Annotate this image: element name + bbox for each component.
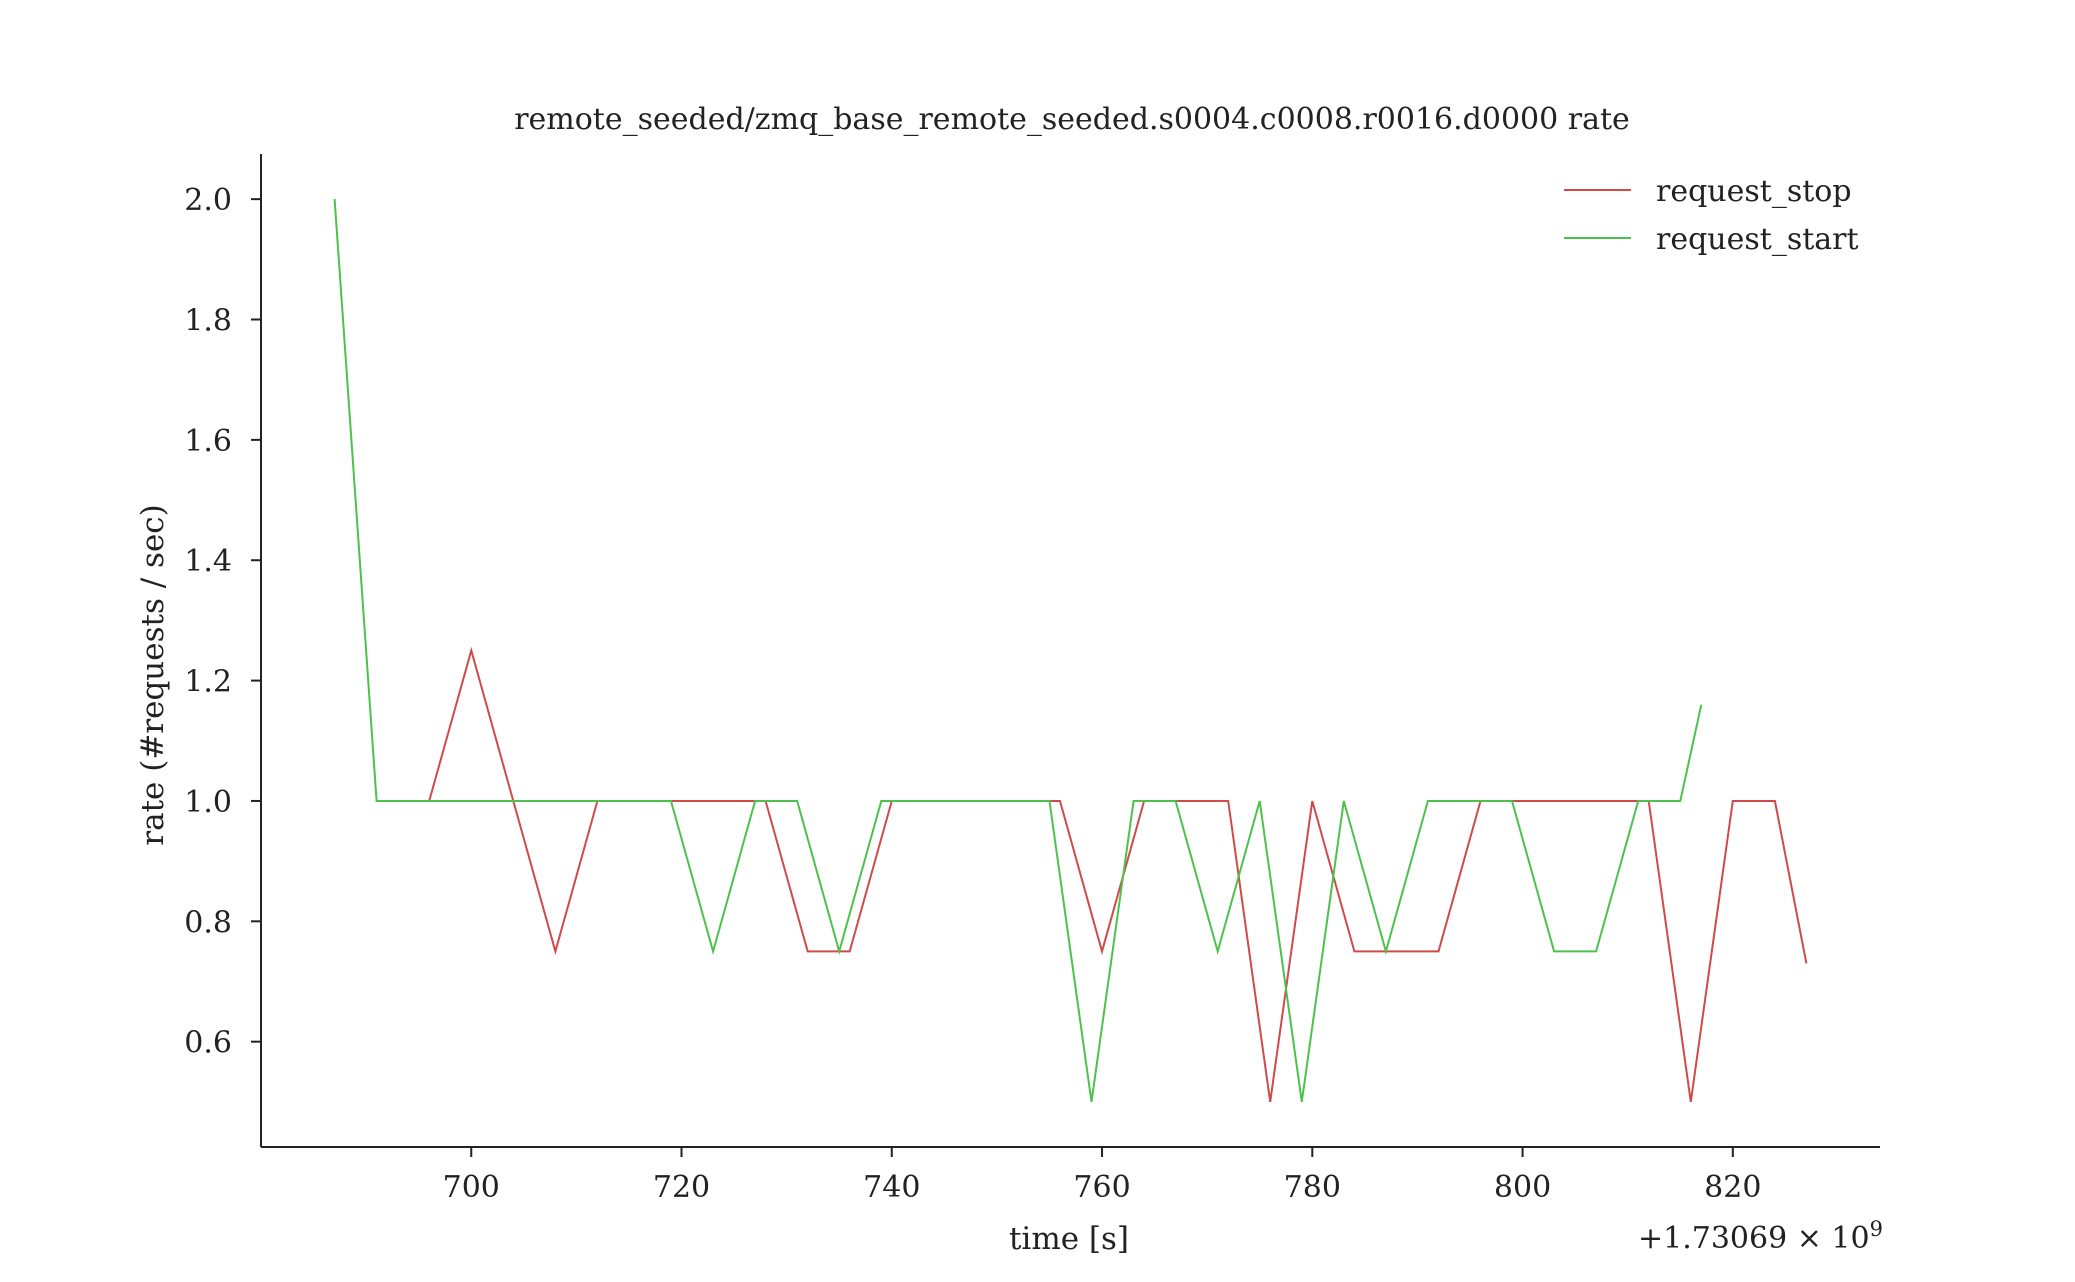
x-offset-exponent: 9 [1870,1217,1883,1241]
x-tick-label: 760 [1073,1170,1130,1205]
y-tick-label: 1.2 [184,665,232,700]
series-line-request-stop [428,646,1808,1103]
chart-title: remote_seeded/zmq_base_remote_seeded.s00… [514,102,1630,137]
y-tick-label: 0.6 [184,1026,232,1061]
legend: request_stop request_start [1564,174,1859,257]
y-tick-label: 1.0 [184,785,232,820]
y-axis-ticks: 0.6 0.8 1.0 1.2 1.4 1.6 1.8 2.0 [184,183,261,1061]
axes [260,154,1880,1148]
x-tick-label: 740 [863,1170,920,1205]
x-offset-base: +1.73069 × 10 [1638,1221,1870,1256]
y-tick-label: 1.6 [184,424,232,459]
y-tick-label: 1.4 [184,544,232,579]
legend-label: request_start [1656,222,1859,257]
series-lines [333,199,1808,1103]
y-tick-label: 1.8 [184,304,232,339]
series-line-request-start [333,199,1703,1103]
x-tick-label: 820 [1704,1170,1761,1205]
y-tick-label: 2.0 [184,183,232,218]
x-axis-label: time [s] [1009,1221,1129,1257]
x-tick-label: 800 [1494,1170,1551,1205]
x-axis-ticks: 700 720 740 760 780 800 820 [443,1147,1761,1205]
x-tick-label: 720 [653,1170,710,1205]
y-tick-label: 0.8 [184,905,232,940]
legend-label: request_stop [1656,174,1852,209]
x-tick-label: 780 [1284,1170,1341,1205]
x-axis-offset-label: +1.73069 × 109 [1638,1217,1883,1256]
y-axis-label: rate (#requests / sec) [135,504,171,845]
x-tick-label: 700 [443,1170,500,1205]
